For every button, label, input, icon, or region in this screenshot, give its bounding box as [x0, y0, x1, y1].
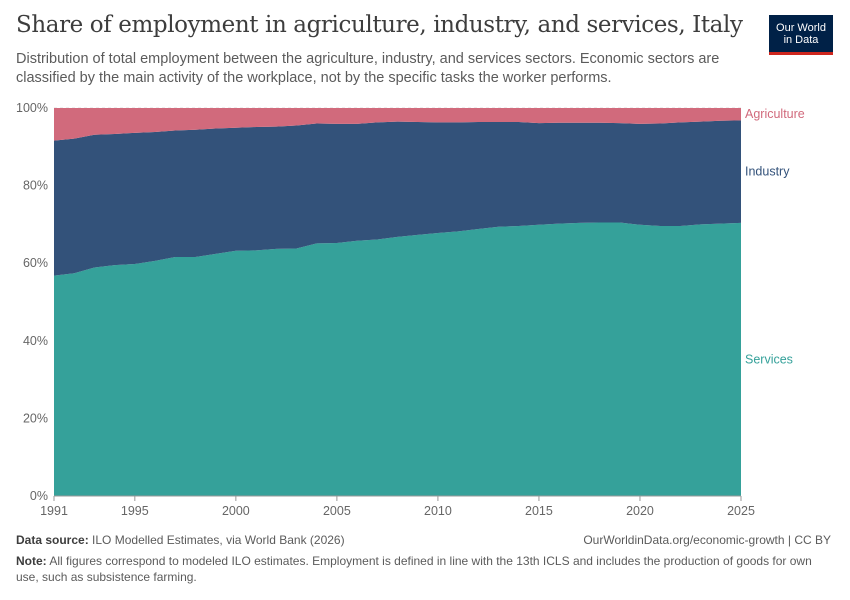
note-text: All figures correspond to modeled ILO es… [16, 554, 812, 584]
label-services: Services [745, 352, 793, 366]
x-tick-label: 1991 [40, 504, 68, 518]
y-tick-label: 40% [23, 334, 48, 348]
x-tick-label: 1995 [121, 504, 149, 518]
license-link[interactable]: OurWorldinData.org/economic-growth | CC … [583, 533, 831, 547]
data-source: Data source: ILO Modelled Estimates, via… [16, 532, 345, 548]
label-agriculture: Agriculture [745, 107, 805, 121]
y-tick-label: 100% [16, 101, 48, 115]
y-axis-ticks: 0% 20% 40% 60% 80% 100% [16, 101, 48, 503]
area-services [54, 222, 741, 496]
series-labels: Services Industry Agriculture [745, 107, 805, 366]
x-tick-label: 2010 [424, 504, 452, 518]
data-source-text: ILO Modelled Estimates, via World Bank (… [92, 533, 345, 547]
y-tick-label: 80% [23, 179, 48, 193]
data-source-label: Data source: [16, 533, 89, 547]
logo-line-2: in Data [783, 33, 819, 46]
y-tick-label: 60% [23, 256, 48, 270]
note-label: Note: [16, 554, 47, 568]
owid-logo[interactable]: Our World in Data [769, 15, 833, 55]
logo-line-1: Our World [776, 21, 826, 34]
y-tick-label: 0% [30, 489, 48, 503]
y-tick-label: 20% [23, 411, 48, 425]
x-tick-label: 2000 [222, 504, 250, 518]
x-tick-label: 2020 [626, 504, 654, 518]
area-industry [54, 120, 741, 276]
area-series [54, 108, 741, 496]
x-tick-label: 2025 [727, 504, 755, 518]
x-tick-label: 2005 [323, 504, 351, 518]
x-tick-label: 2015 [525, 504, 553, 518]
area-agriculture [54, 108, 741, 141]
chart-note: Note: All figures correspond to modeled … [16, 553, 836, 585]
chart-title: Share of employment in agriculture, indu… [16, 12, 743, 38]
chart-subtitle: Distribution of total employment between… [16, 51, 720, 86]
label-industry: Industry [745, 165, 790, 179]
x-axis: 1991 1995 2000 2005 2010 2015 2020 2025 [40, 495, 755, 518]
